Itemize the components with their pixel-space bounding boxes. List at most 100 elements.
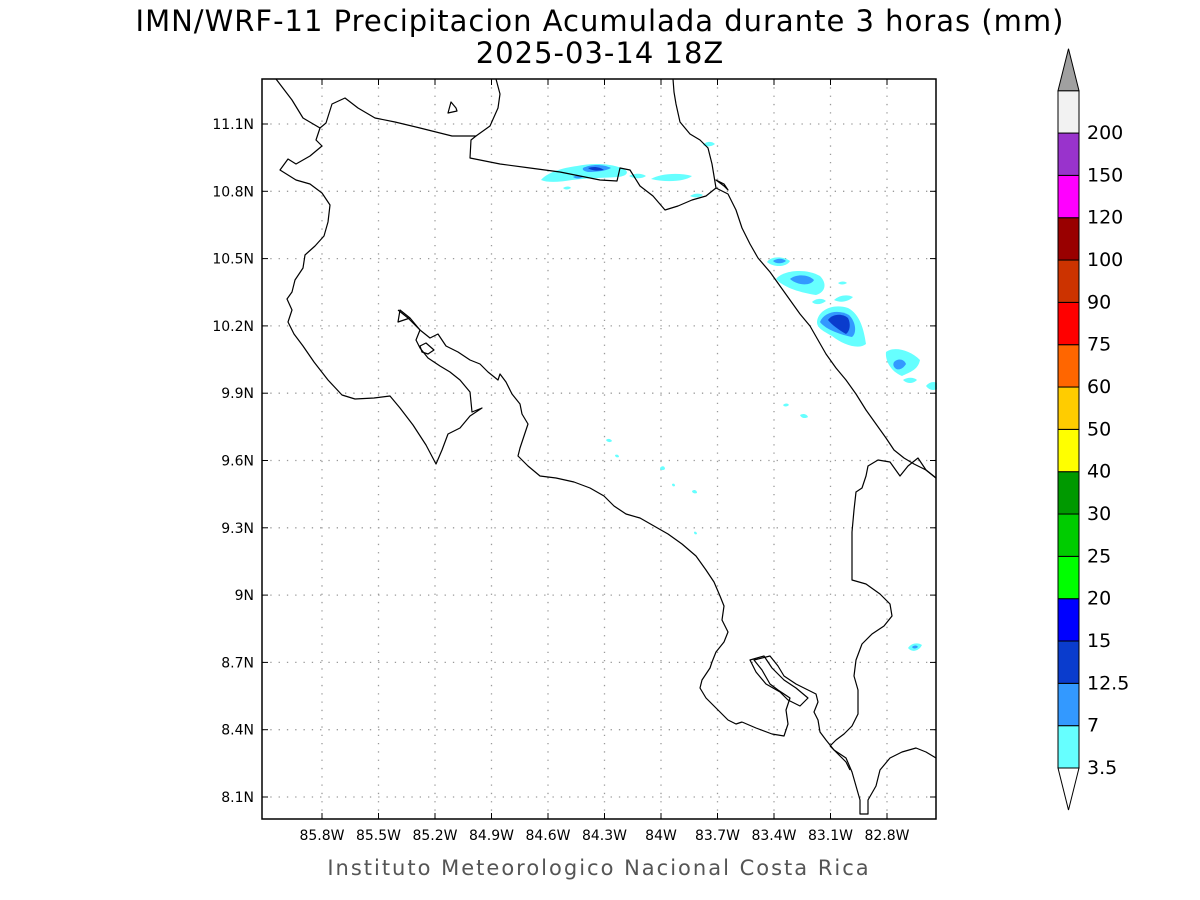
- colorbar-label: 200: [1087, 122, 1123, 144]
- northern-border: [279, 127, 483, 465]
- northern-border-east: [469, 78, 717, 211]
- golfo-dulce-shore: [829, 745, 851, 771]
- precip-cell-light: [606, 438, 612, 443]
- lat-tick-label: 8.1N: [221, 790, 254, 806]
- colorbar-label: 20: [1087, 588, 1111, 610]
- colorbar-label: 50: [1087, 418, 1111, 440]
- lon-tick-label: 82.8W: [864, 828, 909, 844]
- lat-tick-label: 10.8N: [212, 184, 254, 200]
- precip-cell-light: [812, 298, 826, 305]
- longitude-axis: 85.8W 85.5W 85.2W 84.9W 84.6W 84.3W 84W 83.7W 83…: [299, 79, 910, 844]
- precip-cell-light: [783, 403, 789, 407]
- lon-tick-label: 85.8W: [299, 828, 344, 844]
- lon-tick-label: 84.3W: [582, 828, 627, 844]
- colorbar-label: 3.5: [1087, 757, 1117, 779]
- institution-footer: Instituto Meteorologico Nacional Costa R…: [327, 856, 871, 880]
- precip-cell-light: [903, 377, 917, 383]
- precip-cell-light: [926, 382, 937, 390]
- map-plot-area: [262, 79, 936, 819]
- lake-island: [447, 101, 458, 114]
- coastlines: [275, 78, 937, 815]
- lon-tick-label: 83.7W: [695, 828, 740, 844]
- lon-tick-label: 83.4W: [751, 828, 796, 844]
- colorbar-swatch: [1057, 598, 1080, 642]
- precipitation-shading: [541, 141, 937, 651]
- colorbar-swatch: [1057, 217, 1080, 261]
- colorbar-label: 25: [1087, 545, 1111, 567]
- lat-tick-label: 9.3N: [221, 521, 254, 537]
- precip-cell-moderate: [912, 645, 918, 649]
- colorbar-label: 7: [1087, 715, 1099, 737]
- lat-tick-label: 8.7N: [221, 655, 254, 671]
- map-title: IMN/WRF-11 Precipitacion Acumulada duran…: [135, 4, 1065, 38]
- lon-tick-label: 84.9W: [469, 828, 514, 844]
- colorbar-swatch: [1057, 428, 1080, 473]
- precip-cell-light: [651, 173, 692, 182]
- colorbar-swatch: [1057, 132, 1080, 176]
- colorbar-label: 120: [1087, 207, 1123, 229]
- precip-cell-moderate: [773, 258, 786, 264]
- colorbar-swatch: [1057, 174, 1080, 219]
- precip-cell-moderate: [790, 275, 814, 285]
- lon-tick-label: 84.6W: [525, 828, 570, 844]
- colorbar-high-end-triangle: [1057, 48, 1080, 92]
- precip-cell-light: [615, 454, 619, 458]
- colorbar-swatch: [1057, 301, 1080, 346]
- colorbar-swatch: [1057, 90, 1080, 134]
- osa-peninsula: [741, 655, 937, 815]
- precip-cell-moderate: [893, 359, 906, 370]
- lat-tick-label: 10.5N: [212, 252, 254, 268]
- lon-tick-label: 85.5W: [356, 828, 401, 844]
- lat-tick-label: 10.2N: [212, 319, 254, 335]
- gulf-island: [419, 342, 435, 355]
- precip-cell-strong: [828, 314, 850, 334]
- precip-cell-light: [563, 186, 571, 190]
- precip-cell-light: [800, 413, 808, 419]
- caribbean-coast: [715, 187, 937, 479]
- precip-cell-strong: [588, 166, 604, 171]
- colorbar-label: 12.5: [1087, 672, 1129, 694]
- precip-cell-light: [672, 483, 675, 487]
- colorbar-swatch: [1057, 513, 1080, 557]
- colorbar-low-end-triangle: [1057, 767, 1080, 811]
- precip-cell-light: [694, 531, 697, 535]
- colorbar-swatch: [1057, 725, 1080, 769]
- precip-cell-light: [690, 193, 703, 198]
- colorbar-swatch: [1057, 640, 1080, 684]
- precip-cell-light: [834, 295, 853, 302]
- lake-nicaragua-shoreline: [275, 78, 501, 137]
- colorbar-swatch: [1057, 555, 1080, 600]
- precip-cell-light: [838, 281, 847, 285]
- colorbar: 3.5 7 12.5 15 20 25 30 40 50 60 75 90 100 120 150 200: [1057, 48, 1129, 811]
- precip-cell-light: [660, 466, 665, 471]
- lat-tick-label: 9.9N: [221, 386, 254, 402]
- colorbar-label: 75: [1087, 334, 1111, 356]
- lat-tick-label: 8.4N: [221, 723, 254, 739]
- lon-tick-label: 83.1W: [808, 828, 853, 844]
- colorbar-label: 15: [1087, 630, 1111, 652]
- colorbar-label: 100: [1087, 249, 1123, 271]
- map-frame: [261, 78, 937, 820]
- colorbar-swatch: [1057, 386, 1080, 430]
- colorbar-label: 40: [1087, 461, 1111, 483]
- colorbar-label: 150: [1087, 164, 1123, 186]
- colorbar-label: 60: [1087, 376, 1111, 398]
- lat-tick-label: 9N: [235, 588, 254, 604]
- nicoya-gulf-shore: [397, 309, 743, 725]
- lon-tick-label: 84W: [645, 828, 677, 844]
- lon-tick-label: 85.2W: [412, 828, 457, 844]
- colorbar-swatch: [1057, 682, 1080, 727]
- lat-tick-label: 11.1N: [212, 117, 254, 133]
- latitude-axis: 11.1N 10.8N 10.5N 10.2N 9.9N 9.6N 9.3N 9N 8.7N 8.…: [212, 117, 936, 806]
- precip-cell-light: [692, 489, 697, 494]
- colorbar-label: 30: [1087, 503, 1111, 525]
- lat-tick-label: 9.6N: [221, 454, 254, 470]
- colorbar-label: 90: [1087, 291, 1111, 313]
- colorbar-swatch: [1057, 471, 1080, 515]
- map-date-subtitle: 2025-03-14 18Z: [475, 36, 725, 70]
- panama-border: [829, 457, 937, 747]
- caribbean-islet: [715, 179, 729, 191]
- osa-inner: [749, 655, 809, 707]
- colorbar-swatch: [1057, 344, 1080, 388]
